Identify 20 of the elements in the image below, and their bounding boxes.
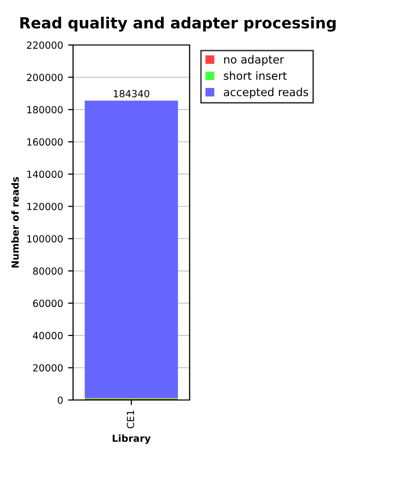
x-axis-title: Library [112, 434, 151, 444]
legend-label: short insert [224, 71, 287, 80]
y-tick-label: 120000 [27, 202, 63, 210]
y-tick-label: 180000 [27, 106, 63, 114]
y-tick-label: 220000 [26, 41, 63, 49]
x-tick-label: CE1 [126, 410, 134, 428]
chart-title: Read quality and adapter processing [20, 16, 336, 32]
y-tick-label: 100000 [27, 235, 63, 242]
legend-label: accepted reads [224, 88, 308, 98]
y-tick-label: 140000 [27, 170, 63, 178]
y-tick-label: 160000 [27, 138, 63, 146]
y-tick-label: 80000 [33, 267, 63, 275]
y-tick-label: 0 [58, 396, 63, 404]
legend-label: no adapter [224, 55, 284, 66]
y-tick-label: 60000 [33, 300, 63, 308]
y-tick-label: 20000 [33, 364, 63, 372]
data-label: 184340 [114, 90, 150, 98]
y-tick-label: 200000 [26, 74, 63, 82]
y-tick-label: 40000 [32, 332, 63, 340]
y-axis-title: Number of reads [11, 177, 19, 268]
